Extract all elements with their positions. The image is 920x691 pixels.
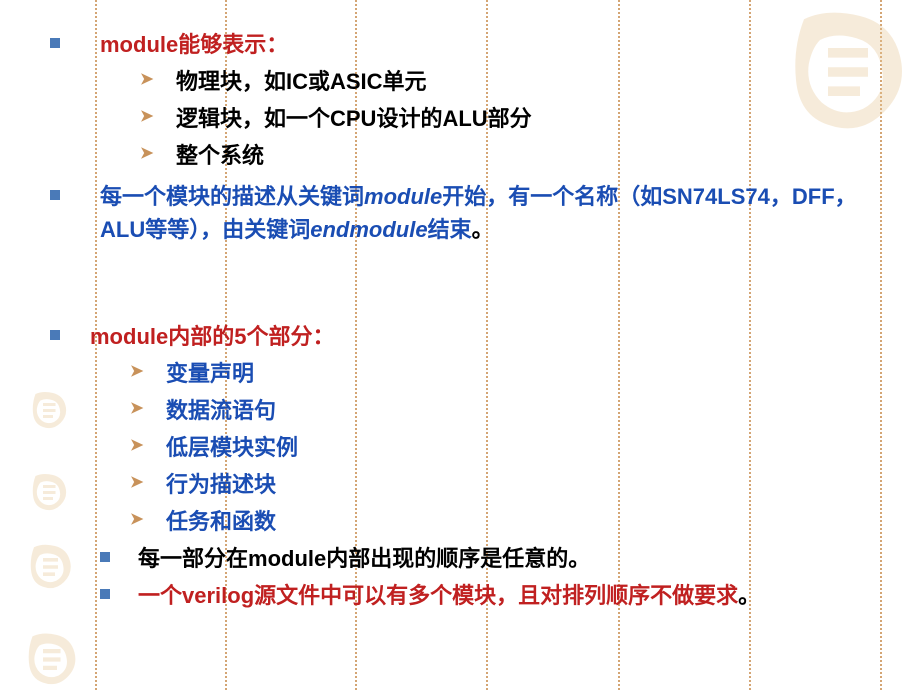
section1-desc: 每一个模块的描述从关键词module开始，有一个名称（如SN74LS74，DFF… [100,180,860,246]
arrow-bullet-icon: ➤ [130,435,146,455]
list-item-text: 整个系统 [176,139,264,172]
list-item: ➤ 行为描述块 [130,468,870,501]
arrow-bullet-icon: ➤ [130,509,146,529]
list-item: ➤ 低层模块实例 [130,431,870,464]
list-item-text: 物理块，如IC或ASIC单元 [176,65,427,98]
text-span: endmodule [310,217,427,242]
arrow-bullet-icon: ➤ [140,143,156,163]
text-span: 每一部分在 [138,546,248,571]
section1-title: module能够表示： [100,28,288,61]
list-item: ➤ 变量声明 [130,357,870,390]
text-span: 。 [472,217,494,242]
text-span: 一个 [138,583,182,608]
text-span: 每一个模块的描述从关键词 [100,184,364,209]
section2-title: module内部的5个部分： [90,320,334,353]
square-bullet-icon [100,552,110,562]
section2-note2: 一个verilog源文件中可以有多个模块，且对排列顺序不做要求。 [138,579,760,612]
slide-content: module能够表示： ➤ 物理块，如IC或ASIC单元 ➤ 逻辑块，如一个CPU设计… [0,0,920,636]
text-span: module [364,184,442,209]
arrow-bullet-icon: ➤ [140,106,156,126]
square-bullet-icon [50,190,60,200]
arrow-bullet-icon: ➤ [130,361,146,381]
text-span: verilog [182,583,254,608]
section1-desc-row: 每一个模块的描述从关键词module开始，有一个名称（如SN74LS74，DFF… [50,180,870,246]
text-span: 内部出现的顺序是任意的。 [326,546,590,571]
list-item: ➤ 整个系统 [140,139,870,172]
text-span: 结束 [428,217,472,242]
list-item: ➤ 数据流语句 [130,394,870,427]
square-bullet-icon [50,38,60,48]
arrow-bullet-icon: ➤ [130,472,146,492]
square-bullet-icon [50,330,60,340]
list-item-text: 任务和函数 [166,505,276,538]
square-bullet-icon [100,589,110,599]
text-span: module [248,546,326,571]
list-item-text: 数据流语句 [166,394,276,427]
text-span: 。 [738,583,760,608]
section2-note1: 每一部分在module内部出现的顺序是任意的。 [138,542,590,575]
list-item-text: 行为描述块 [166,468,276,501]
section2-note1-row: 每一部分在module内部出现的顺序是任意的。 [100,542,870,575]
seal-watermark-icon [22,628,85,691]
list-item-text: 变量声明 [166,357,254,390]
list-item: ➤ 逻辑块，如一个CPU设计的ALU部分 [140,102,870,135]
list-item: ➤ 物理块，如IC或ASIC单元 [140,65,870,98]
section2-note2-row: 一个verilog源文件中可以有多个模块，且对排列顺序不做要求。 [100,579,870,612]
section2-title-row: module内部的5个部分： [50,320,870,353]
list-item-text: 低层模块实例 [166,431,298,464]
arrow-bullet-icon: ➤ [140,69,156,89]
text-span: 源文件中可以有多个模块，且对排列顺序不做要求 [254,583,738,608]
arrow-bullet-icon: ➤ [130,398,146,418]
list-item-text: 逻辑块，如一个CPU设计的ALU部分 [176,102,532,135]
section1-title-row: module能够表示： [50,28,870,61]
list-item: ➤ 任务和函数 [130,505,870,538]
